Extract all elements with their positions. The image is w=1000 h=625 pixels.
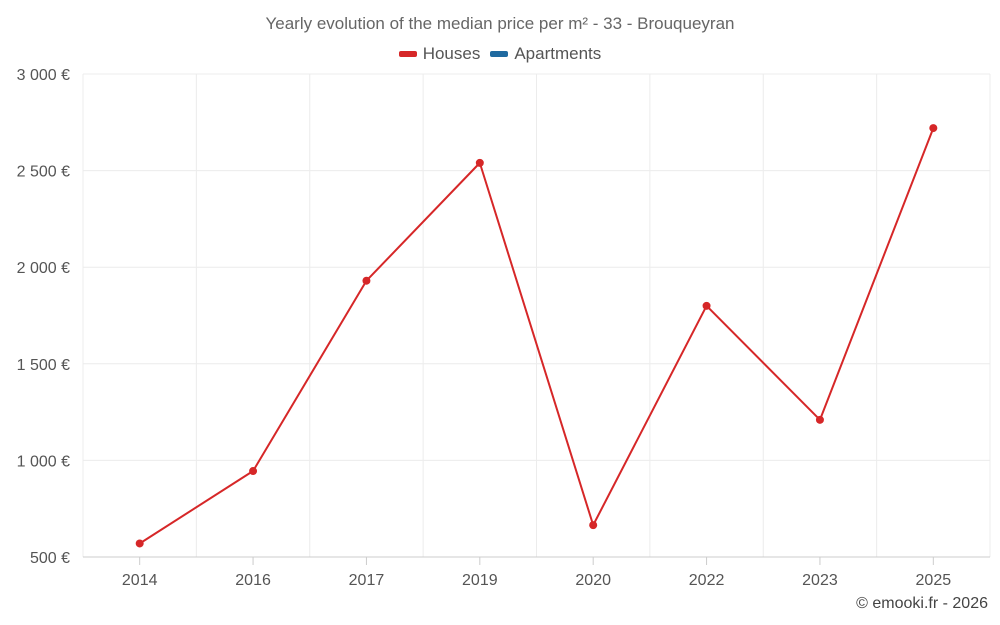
legend-label-houses: Houses <box>422 44 481 63</box>
series-line-houses <box>139 127 935 545</box>
x-tick-label: 2020 <box>575 572 611 589</box>
x-tick-label: 2022 <box>689 572 725 589</box>
data-point <box>135 539 144 548</box>
y-tick-label: 3 000 € <box>17 67 70 84</box>
data-point <box>589 521 598 530</box>
legend-item-houses[interactable]: Houses <box>398 44 481 64</box>
legend-swatch-apartments <box>490 51 509 57</box>
data-point <box>249 467 258 476</box>
x-tick-label: 2016 <box>235 572 271 589</box>
legend-swatch-houses <box>398 51 417 57</box>
y-tick-label: 2 000 € <box>17 260 70 277</box>
y-tick-label: 1 000 € <box>17 453 70 470</box>
data-point <box>702 301 711 310</box>
data-point <box>815 415 824 424</box>
data-point <box>929 124 938 133</box>
x-tick-label: 2025 <box>916 572 952 589</box>
chart-title: Yearly evolution of the median price per… <box>265 14 735 33</box>
x-tick-label: 2014 <box>122 572 158 589</box>
x-tick-label: 2023 <box>802 572 838 589</box>
data-point <box>475 158 484 167</box>
y-tick-label: 500 € <box>30 550 70 567</box>
copyright-credit: © emooki.fr - 2026 <box>856 595 988 612</box>
x-tick-label: 2019 <box>462 572 498 589</box>
legend-item-apartments[interactable]: Apartments <box>490 44 601 64</box>
legend-label-apartments: Apartments <box>514 44 602 63</box>
x-tick-label: 2017 <box>349 572 385 589</box>
chart-legend: Houses Apartments <box>0 44 1000 64</box>
data-point <box>362 276 371 285</box>
y-tick-label: 2 500 € <box>17 164 70 181</box>
y-tick-label: 1 500 € <box>17 357 70 374</box>
